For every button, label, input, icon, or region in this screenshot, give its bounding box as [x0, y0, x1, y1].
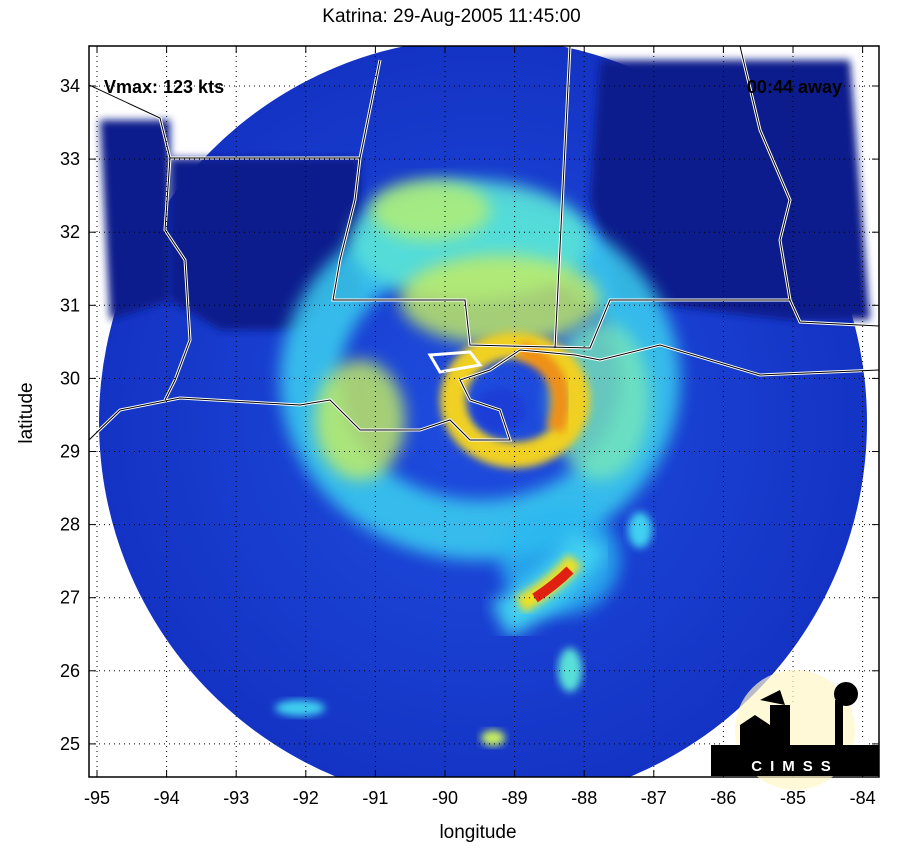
- y-tick-label: 28: [60, 515, 80, 535]
- plot-border: [88, 45, 880, 778]
- logo-text: CIMSS: [751, 758, 839, 775]
- y-tick-label: 33: [60, 149, 80, 169]
- x-tick-label: -95: [84, 788, 110, 808]
- x-tick-label: -93: [223, 788, 249, 808]
- x-tick-label: -92: [293, 788, 319, 808]
- vmax-label: Vmax: 123 kts: [104, 77, 224, 97]
- grid-lines: [89, 46, 879, 777]
- x-tick-label: -91: [362, 788, 388, 808]
- x-tick-label: -86: [710, 788, 736, 808]
- y-tick-labels: 34 33 32 31 30 29 28 27 26 25: [60, 76, 80, 754]
- y-tick-label: 25: [60, 734, 80, 754]
- reflectivity-bands: [280, 180, 680, 615]
- y-tick-label: 29: [60, 442, 80, 462]
- time-away-label: 00:44 away: [747, 77, 842, 97]
- y-tick-label: 27: [60, 588, 80, 608]
- y-tick-label: 32: [60, 222, 80, 242]
- x-tick-label: -85: [780, 788, 806, 808]
- y-axis-label: latitude: [16, 382, 37, 443]
- state-boundaries-outline: [89, 46, 879, 441]
- land-low-intensity: [100, 60, 870, 330]
- x-tick-label: -90: [432, 788, 458, 808]
- cimss-logo: CIMSS: [711, 670, 879, 790]
- x-tick-label: -87: [641, 788, 667, 808]
- x-tick-label: -89: [502, 788, 528, 808]
- x-tick-labels: -95 -94 -93 -92 -91 -90 -89 -88 -87 -86 -85 -84: [84, 788, 876, 808]
- x-tick-label: -84: [850, 788, 876, 808]
- outer-rainband: [275, 512, 652, 746]
- x-tick-label: -94: [154, 788, 180, 808]
- map-title: Katrina: 29-Aug-2005 11:45:00: [322, 6, 581, 27]
- x-tick-label: -88: [571, 788, 597, 808]
- x-axis-label: longitude: [439, 822, 516, 843]
- y-tick-label: 34: [60, 76, 80, 96]
- tower-icon: [834, 682, 858, 706]
- y-tick-label: 30: [60, 368, 80, 388]
- y-tick-label: 31: [60, 295, 80, 315]
- y-tick-label: 26: [60, 661, 80, 681]
